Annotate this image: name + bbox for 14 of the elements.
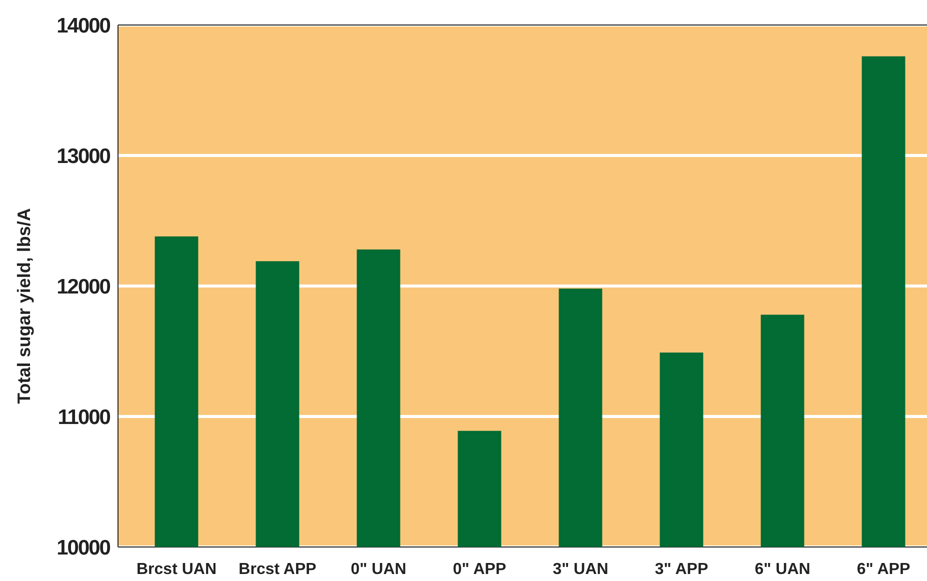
x-tick-label: 6" APP (856, 561, 910, 578)
y-tick-label: 13000 (56, 144, 110, 168)
x-tick-label: 3" UAN (552, 561, 608, 578)
y-axis-title: Total sugar yield, lbs/A (14, 208, 34, 404)
x-tick-label: 6" UAN (754, 561, 810, 578)
y-tick-label: 10000 (56, 536, 110, 560)
x-tick-label: 0" UAN (350, 561, 406, 578)
x-tick-label: Brcst UAN (136, 561, 217, 578)
x-tick-label: 3" APP (654, 561, 708, 578)
x-tick-label: 0" APP (452, 561, 506, 578)
y-tick-label: 14000 (56, 14, 110, 38)
y-tick-label: 11000 (58, 406, 110, 429)
x-tick-label: Brcst APP (238, 561, 317, 578)
y-tick-label: 12000 (56, 275, 110, 298)
